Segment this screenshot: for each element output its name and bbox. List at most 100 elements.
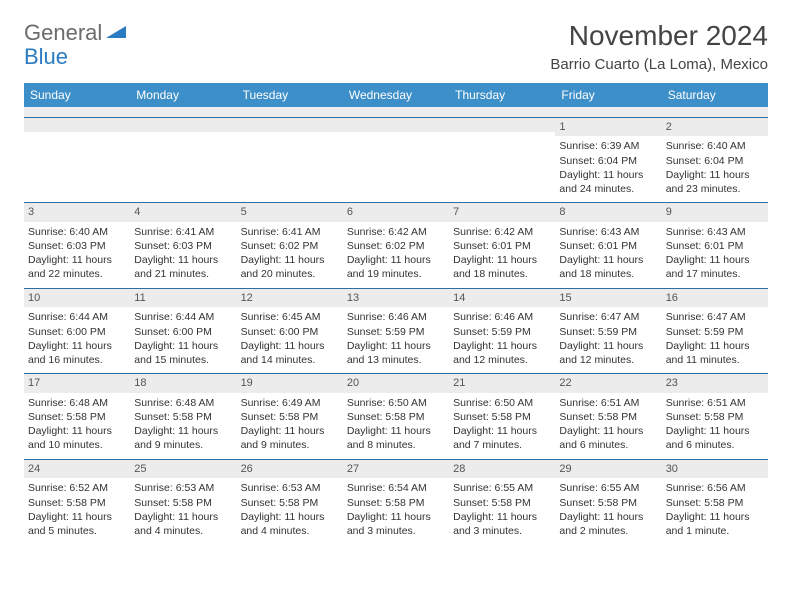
sunset-label: Sunset: 5:58 PM [28, 410, 126, 424]
day-number: 9 [662, 203, 768, 222]
sunset-label: Sunset: 5:58 PM [134, 410, 232, 424]
daylight-label: Daylight: 11 hours and 5 minutes. [28, 510, 126, 538]
calendar-day-cell: 30 Sunrise: 6:56 AMSunset: 5:58 PMDayligh… [662, 459, 768, 544]
sunrise-label: Sunrise: 6:46 AM [453, 310, 551, 324]
calendar-week-row: 24Sunrise: 6:52 AMSunset: 5:58 PMDayligh… [24, 459, 768, 544]
sunrise-label: Sunrise: 6:42 AM [453, 225, 551, 239]
calendar-day-cell: 11Sunrise: 6:44 AMSunset: 6:00 PMDayligh… [130, 288, 236, 374]
dow-header: Thursday [449, 83, 555, 107]
sunrise-label: Sunrise: 6:42 AM [347, 225, 445, 239]
sunset-label: Sunset: 6:03 PM [28, 239, 126, 253]
daylight-label: Daylight: 11 hours and 9 minutes. [134, 424, 232, 452]
sunrise-label: Sunrise: 6:41 AM [241, 225, 339, 239]
daylight-label: Daylight: 11 hours and 22 minutes. [28, 253, 126, 281]
sunrise-label: Sunrise: 6:49 AM [241, 396, 339, 410]
day-number: 20 [343, 374, 449, 393]
daylight-label: Daylight: 11 hours and 12 minutes. [453, 339, 551, 367]
daylight-label: Daylight: 11 hours and 12 minutes. [559, 339, 657, 367]
day-of-week-row: Sunday Monday Tuesday Wednesday Thursday… [24, 83, 768, 107]
sunrise-label: Sunrise: 6:50 AM [453, 396, 551, 410]
calendar-day-cell: 4Sunrise: 6:41 AMSunset: 6:03 PMDaylight… [130, 203, 236, 289]
calendar-day-cell: 1Sunrise: 6:39 AMSunset: 6:04 PMDaylight… [555, 117, 661, 203]
sunrise-label: Sunrise: 6:48 AM [134, 396, 232, 410]
sunset-label: Sunset: 5:58 PM [347, 410, 445, 424]
daylight-label: Daylight: 11 hours and 1 minute. [666, 510, 764, 538]
calendar-day-cell: 21Sunrise: 6:50 AMSunset: 5:58 PMDayligh… [449, 374, 555, 460]
day-number: 25 [130, 460, 236, 479]
sunrise-label: Sunrise: 6:41 AM [134, 225, 232, 239]
calendar-day-cell: 17Sunrise: 6:48 AMSunset: 5:58 PMDayligh… [24, 374, 130, 460]
sunrise-label: Sunrise: 6:55 AM [559, 481, 657, 495]
daylight-label: Daylight: 11 hours and 3 minutes. [453, 510, 551, 538]
daylight-label: Daylight: 11 hours and 24 minutes. [559, 168, 657, 196]
day-number: 7 [449, 203, 555, 222]
day-number: 23 [662, 374, 768, 393]
calendar-empty-cell [130, 117, 236, 203]
calendar-week-row: 10Sunrise: 6:44 AMSunset: 6:00 PMDayligh… [24, 288, 768, 374]
logo-text-blue: Blue [24, 44, 68, 69]
calendar-day-cell: 25Sunrise: 6:53 AMSunset: 5:58 PMDayligh… [130, 459, 236, 544]
sunrise-label: Sunrise: 6:47 AM [666, 310, 764, 324]
sunrise-label: Sunrise: 6:56 AM [666, 481, 764, 495]
sunset-label: Sunset: 6:04 PM [559, 154, 657, 168]
calendar-day-cell: 15Sunrise: 6:47 AMSunset: 5:59 PMDayligh… [555, 288, 661, 374]
daylight-label: Daylight: 11 hours and 6 minutes. [559, 424, 657, 452]
day-number: 8 [555, 203, 661, 222]
sunset-label: Sunset: 5:59 PM [666, 325, 764, 339]
day-number: 24 [24, 460, 130, 479]
sunset-label: Sunset: 6:01 PM [453, 239, 551, 253]
empty-day-bar [343, 118, 449, 132]
sunset-label: Sunset: 5:58 PM [241, 496, 339, 510]
calendar-day-cell: 9Sunrise: 6:43 AMSunset: 6:01 PMDaylight… [662, 203, 768, 289]
day-number: 2 [662, 118, 768, 137]
sunset-label: Sunset: 5:59 PM [347, 325, 445, 339]
sunset-label: Sunset: 5:58 PM [347, 496, 445, 510]
daylight-label: Daylight: 11 hours and 11 minutes. [666, 339, 764, 367]
sunrise-label: Sunrise: 6:48 AM [28, 396, 126, 410]
sunset-label: Sunset: 5:58 PM [666, 496, 764, 510]
logo-text-general: General [24, 20, 102, 46]
sunset-label: Sunset: 5:58 PM [666, 410, 764, 424]
calendar-empty-cell [343, 117, 449, 203]
sunset-label: Sunset: 5:58 PM [559, 496, 657, 510]
calendar-week-row: 1Sunrise: 6:39 AMSunset: 6:04 PMDaylight… [24, 117, 768, 203]
sunset-label: Sunset: 6:01 PM [666, 239, 764, 253]
sunset-label: Sunset: 6:03 PM [134, 239, 232, 253]
calendar-day-cell: 19Sunrise: 6:49 AMSunset: 5:58 PMDayligh… [237, 374, 343, 460]
daylight-label: Daylight: 11 hours and 21 minutes. [134, 253, 232, 281]
day-number: 16 [662, 289, 768, 308]
sunset-label: Sunset: 6:02 PM [241, 239, 339, 253]
sunrise-label: Sunrise: 6:51 AM [559, 396, 657, 410]
calendar-day-cell: 24Sunrise: 6:52 AMSunset: 5:58 PMDayligh… [24, 459, 130, 544]
sunset-label: Sunset: 5:59 PM [453, 325, 551, 339]
sunset-label: Sunset: 6:02 PM [347, 239, 445, 253]
calendar-week-row: 3Sunrise: 6:40 AMSunset: 6:03 PMDaylight… [24, 203, 768, 289]
sunrise-label: Sunrise: 6:43 AM [666, 225, 764, 239]
daylight-label: Daylight: 11 hours and 20 minutes. [241, 253, 339, 281]
sunrise-label: Sunrise: 6:45 AM [241, 310, 339, 324]
sunset-label: Sunset: 5:59 PM [559, 325, 657, 339]
day-number: 15 [555, 289, 661, 308]
calendar-day-cell: 7Sunrise: 6:42 AMSunset: 6:01 PMDaylight… [449, 203, 555, 289]
sunset-label: Sunset: 6:00 PM [28, 325, 126, 339]
calendar-day-cell: 20Sunrise: 6:50 AMSunset: 5:58 PMDayligh… [343, 374, 449, 460]
calendar-empty-cell [24, 117, 130, 203]
empty-day-bar [130, 118, 236, 132]
day-number: 12 [237, 289, 343, 308]
month-title: November 2024 [550, 20, 768, 52]
sunset-label: Sunset: 6:04 PM [666, 154, 764, 168]
calendar-day-cell: 28Sunrise: 6:55 AMSunset: 5:58 PMDayligh… [449, 459, 555, 544]
calendar-week-row: 17Sunrise: 6:48 AMSunset: 5:58 PMDayligh… [24, 374, 768, 460]
header: General November 2024 Barrio Cuarto (La … [24, 20, 768, 73]
logo-triangle-icon [106, 20, 126, 46]
daylight-label: Daylight: 11 hours and 16 minutes. [28, 339, 126, 367]
day-number: 22 [555, 374, 661, 393]
day-number: 10 [24, 289, 130, 308]
day-number: 14 [449, 289, 555, 308]
calendar-day-cell: 22Sunrise: 6:51 AMSunset: 5:58 PMDayligh… [555, 374, 661, 460]
dow-header: Wednesday [343, 83, 449, 107]
sunrise-label: Sunrise: 6:43 AM [559, 225, 657, 239]
day-number: 30 [662, 460, 768, 479]
calendar-day-cell: 26Sunrise: 6:53 AMSunset: 5:58 PMDayligh… [237, 459, 343, 544]
daylight-label: Daylight: 11 hours and 23 minutes. [666, 168, 764, 196]
